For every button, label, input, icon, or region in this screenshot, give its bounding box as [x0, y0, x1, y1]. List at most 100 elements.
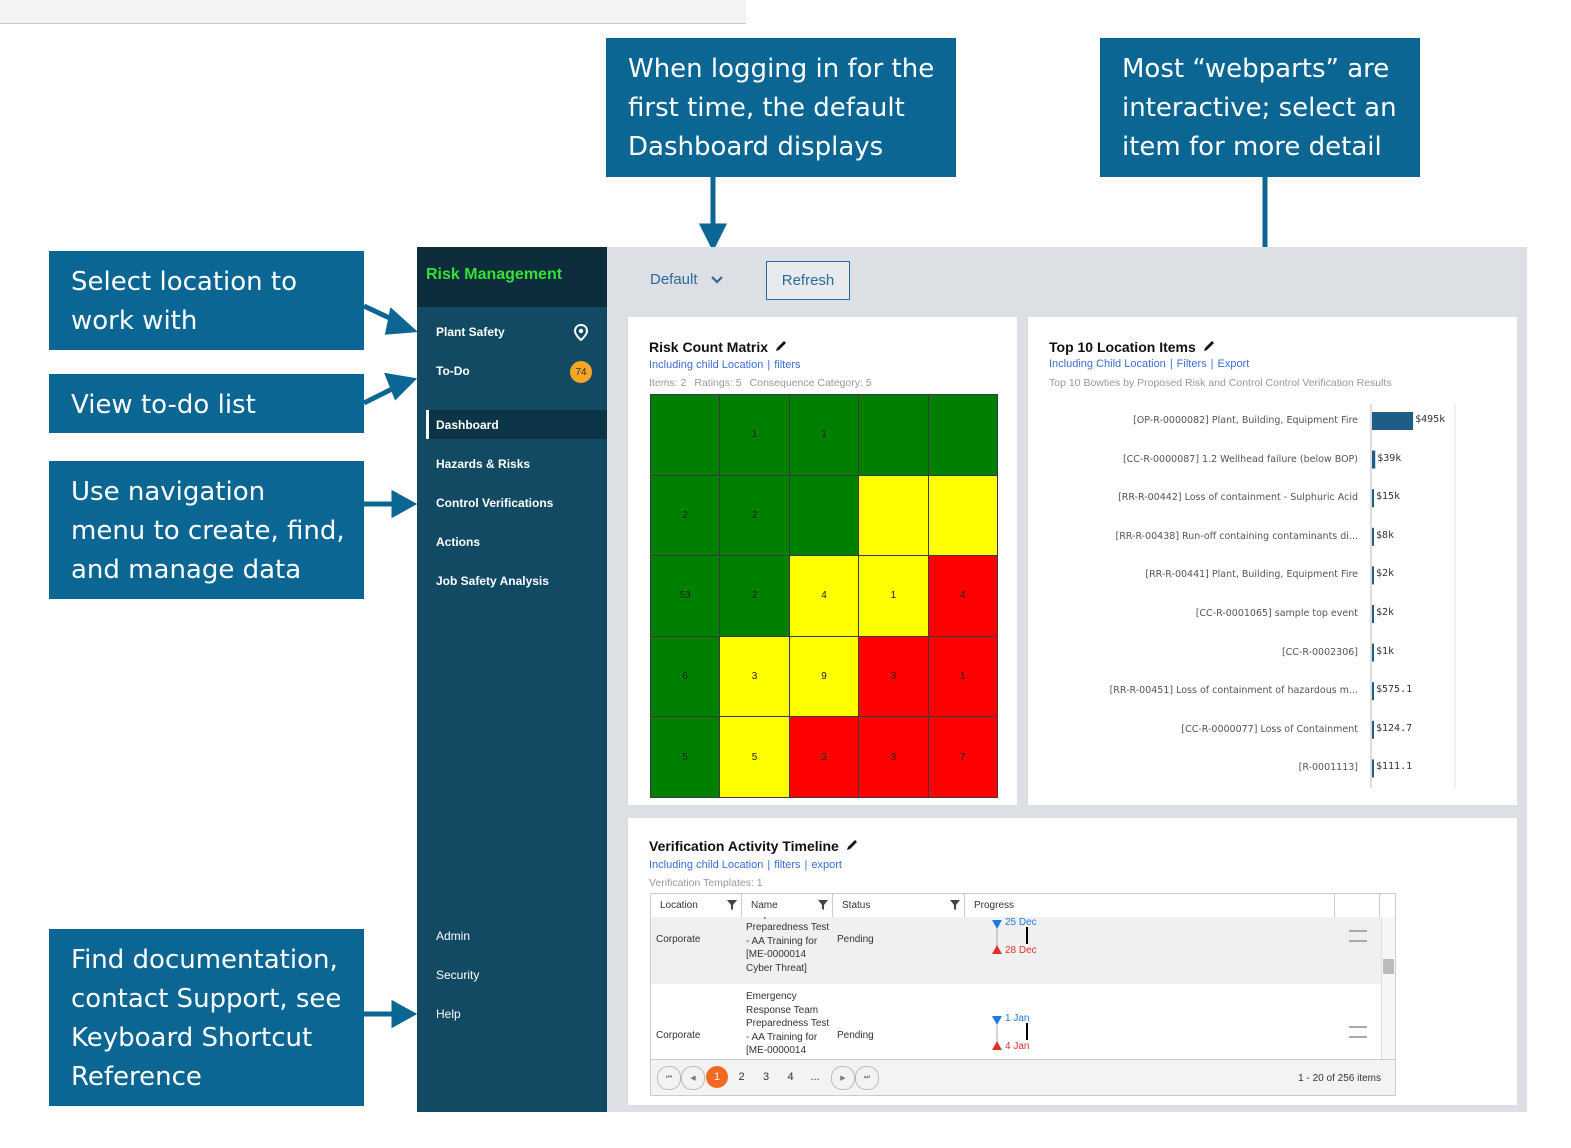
bar-label[interactable]: [OP-R-0000082] Plant, Building, Equipmen… [1133, 415, 1358, 426]
pager-summary: 1 - 20 of 256 items [1298, 1073, 1381, 1084]
matrix-cell[interactable]: 6 [650, 635, 721, 718]
matrix-cell[interactable]: 3 [719, 635, 790, 718]
nav-item[interactable]: Admin [436, 929, 471, 943]
matrix-cell[interactable]: 4 [788, 555, 860, 637]
nav-item[interactable]: Control Verifications [436, 496, 554, 510]
chevron[interactable] [710, 274, 724, 286]
pager-nav[interactable]: ⏭ [855, 1066, 879, 1090]
matrix-cell[interactable]: 2 [719, 474, 790, 557]
page-button[interactable]: 4 [787, 1071, 794, 1083]
pager-nav[interactable]: ⏮ [657, 1066, 681, 1090]
matrix-cell[interactable]: 2 [650, 474, 721, 557]
filter-icon[interactable] [727, 900, 737, 910]
nav-item[interactable]: Actions [436, 535, 481, 549]
row-menu[interactable] [1349, 1026, 1367, 1038]
filter-icon[interactable] [818, 900, 828, 910]
column-header[interactable]: Status [833, 894, 965, 917]
page-button[interactable]: 2 [738, 1071, 745, 1083]
top-items-card [1028, 317, 1517, 805]
bar-label[interactable]: [CC-R-0001065] sample top event [1195, 608, 1358, 619]
filter-icon[interactable] [950, 900, 960, 910]
widget-link[interactable]: Including Child Location [1049, 358, 1166, 370]
bar-value: $2k [1376, 607, 1395, 618]
matrix-cell[interactable]: 5 [650, 716, 721, 798]
bar-label[interactable]: [CC-R-0002306] [1281, 646, 1358, 658]
bar-label[interactable]: [RR-R-00441] Plant, Building, Equipment … [1145, 569, 1358, 581]
page-button[interactable]: 3 [762, 1071, 770, 1083]
widget-link[interactable]: Filters [1176, 358, 1207, 370]
matrix-cell[interactable]: 3 [858, 635, 929, 718]
bar-label[interactable]: [CC-R-0000087] 1.2 Wellhead failure (bel… [1122, 453, 1358, 465]
edit-icon[interactable] [1202, 339, 1216, 353]
nav-item[interactable]: Hazards & Risks [436, 457, 531, 471]
matrix-cell[interactable]: 2 [719, 555, 790, 637]
matrix-cell[interactable]: 5 [719, 716, 790, 798]
nav-item[interactable]: Help [436, 1007, 461, 1021]
bar-label[interactable]: [RR-R-00442] Loss of containment - Sulph… [1118, 492, 1358, 504]
cell-location: Corporate [656, 934, 701, 945]
link-separator: | [1169, 358, 1173, 370]
widget-link[interactable]: export [811, 859, 842, 871]
matrix-cell[interactable]: 7 [927, 716, 998, 798]
column-header[interactable]: Progress [965, 894, 1335, 917]
callout-line: interactive; select an [1122, 93, 1397, 123]
meta-item: Consequence Category: 5 [749, 377, 872, 389]
grid-row[interactable]: Corporate Emergency Response Team Prepare… [651, 917, 1381, 984]
matrix-cell[interactable]: 1 [719, 394, 790, 476]
widget-link[interactable]: Export [1217, 358, 1250, 370]
page-button[interactable]: ... [810, 1071, 820, 1083]
matrix-cell[interactable] [858, 394, 929, 476]
matrix-cell[interactable]: 3 [788, 716, 860, 798]
matrix-cell[interactable] [927, 394, 998, 476]
bar-value: $1k [1376, 645, 1395, 657]
callout: Use navigation menu to create, find, and m… [49, 461, 364, 599]
widget-link[interactable]: filters [774, 859, 801, 871]
bar-label[interactable]: [RR-R-00438] Run-off containing contamin… [1115, 530, 1359, 542]
app-title: Risk Management [417, 247, 607, 307]
column-header[interactable]: Name [742, 894, 833, 917]
view-selector[interactable]: Default [650, 271, 698, 288]
bar-label[interactable]: [RR-R-00451] Loss of containment of haza… [1109, 685, 1358, 697]
location-selector[interactable]: Plant Safety [436, 325, 505, 339]
callout-line: Dashboard displays [628, 132, 884, 162]
bar-label[interactable]: [R-0001113] [1298, 762, 1358, 774]
matrix-cell[interactable]: 3 [858, 716, 929, 798]
todo-link[interactable]: To-Do [436, 364, 470, 378]
refresh-button[interactable]: Refresh [766, 261, 850, 300]
column-header[interactable]: Location [651, 894, 742, 917]
nav-item[interactable]: Job Safety Analysis [436, 574, 549, 588]
pager-nav[interactable]: ▶ [831, 1066, 855, 1090]
callout-line: Find documentation, [71, 945, 338, 975]
edit-icon[interactable] [774, 339, 788, 353]
callout-line: first time, the default [628, 93, 905, 123]
edit-icon[interactable] [845, 838, 859, 852]
matrix-cell[interactable] [650, 394, 721, 476]
widget-links: Including child Location | filters [649, 359, 801, 371]
matrix-cell[interactable] [788, 474, 860, 557]
nav-item[interactable]: Security [436, 968, 480, 982]
pager-nav[interactable]: ◀ [681, 1066, 705, 1090]
cell-name: Emergency Response Team Preparedness Tes… [746, 991, 830, 1064]
matrix-cell[interactable]: 1 [858, 555, 929, 637]
bar-label[interactable]: [CC-R-0000077] Loss of Containment [1181, 723, 1358, 735]
page-button[interactable]: 1 [706, 1066, 728, 1088]
matrix-cell[interactable]: 4 [927, 555, 998, 637]
widget-link[interactable]: filters [774, 359, 801, 371]
location-icon[interactable] [572, 323, 590, 341]
callout-line: Reference [71, 1062, 202, 1092]
matrix-cell[interactable] [927, 474, 998, 557]
matrix-cell[interactable]: 9 [788, 635, 860, 718]
matrix-cell[interactable] [858, 474, 929, 557]
callout-line: menu to create, find, [71, 516, 345, 546]
nav-item[interactable]: Dashboard [436, 418, 499, 432]
grid-row[interactable]: Corporate Emergency Response Team Prepare… [651, 984, 1381, 1064]
row-menu[interactable] [1349, 930, 1367, 942]
matrix-cell[interactable]: 1 [927, 635, 998, 718]
widget-link[interactable]: Including child Location [649, 859, 764, 871]
matrix-cell[interactable]: 1 [788, 394, 860, 476]
scrollbar [1381, 917, 1395, 1059]
widget-link[interactable]: Including child Location [649, 359, 764, 371]
matrix-cell[interactable]: 53 [650, 555, 721, 637]
